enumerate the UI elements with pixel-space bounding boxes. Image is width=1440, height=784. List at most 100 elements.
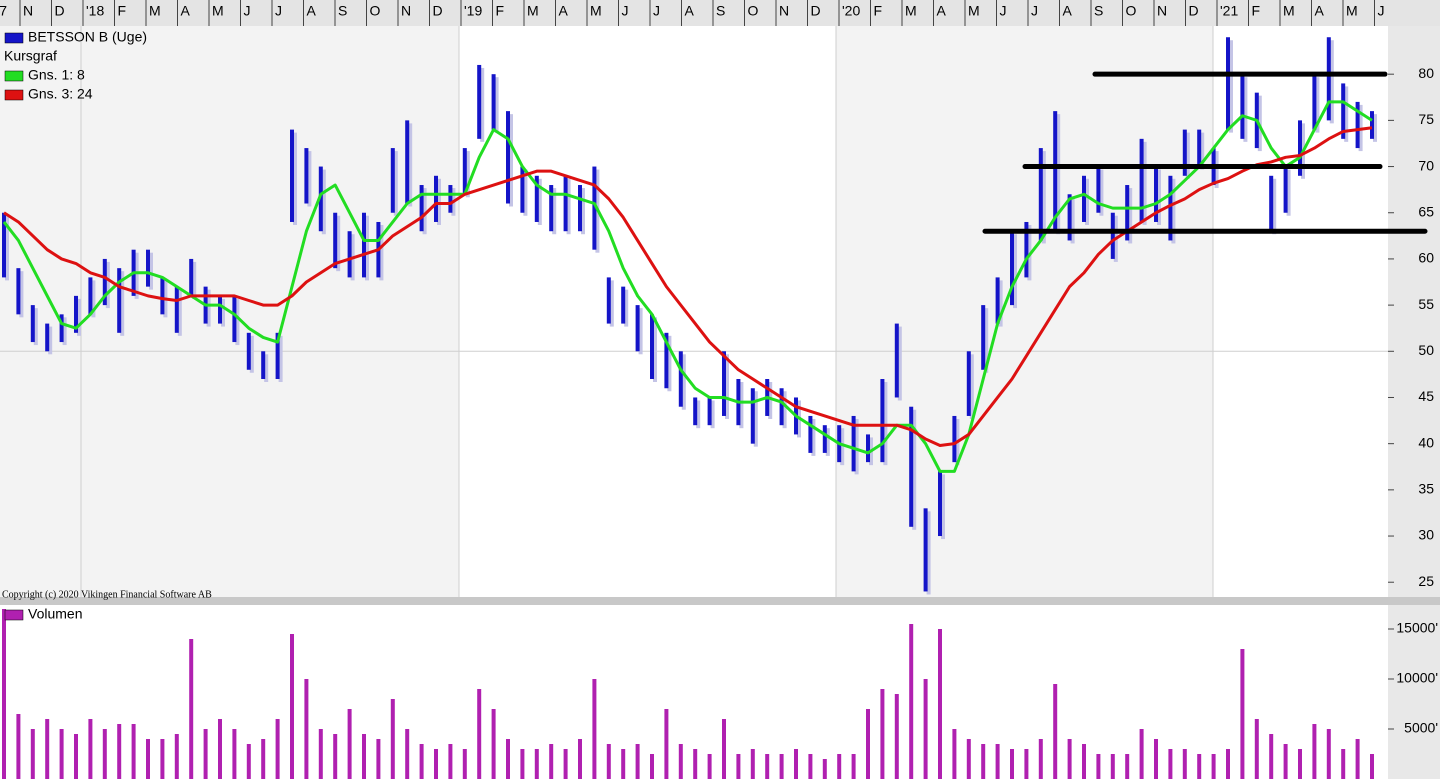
legend-swatch bbox=[4, 89, 24, 101]
x-tick-label: M bbox=[968, 3, 980, 19]
x-tick-label: A bbox=[307, 3, 317, 19]
volume-bar bbox=[534, 749, 539, 779]
volume-bar bbox=[1024, 749, 1029, 779]
band bbox=[459, 26, 836, 597]
hilo-bar bbox=[2, 212, 6, 278]
y-tick-label: 40 bbox=[1418, 434, 1434, 450]
hilo-bar bbox=[923, 508, 928, 592]
bar-shadow bbox=[998, 280, 1003, 327]
volume-bar bbox=[1110, 754, 1115, 779]
bar-shadow bbox=[566, 178, 571, 235]
hilo-bar bbox=[1370, 111, 1374, 139]
x-tick-label: J bbox=[1000, 3, 1007, 19]
hilo-bar bbox=[1226, 37, 1230, 130]
x-tick-label: D bbox=[433, 3, 443, 19]
x-tick-label: '18 bbox=[86, 3, 104, 19]
hilo-bar bbox=[434, 175, 438, 222]
bar-shadow bbox=[120, 271, 125, 336]
volume-bar bbox=[779, 754, 784, 779]
volume-bar bbox=[1341, 749, 1346, 779]
x-tick-label: D bbox=[811, 3, 821, 19]
y-tick-label: 70 bbox=[1418, 157, 1434, 173]
bar-shadow bbox=[912, 409, 917, 530]
bar-shadow bbox=[854, 418, 859, 475]
bar-shadow bbox=[1013, 234, 1017, 309]
volume-bar bbox=[131, 724, 136, 779]
hilo-bar bbox=[1024, 221, 1029, 278]
hilo-bar bbox=[261, 351, 266, 380]
hilo-bar bbox=[563, 175, 568, 232]
bar-shadow bbox=[365, 215, 369, 281]
hilo-bar bbox=[851, 415, 856, 472]
volume-bar bbox=[837, 754, 842, 779]
bar-shadow bbox=[48, 326, 53, 355]
bar-shadow bbox=[811, 418, 816, 456]
bar-shadow bbox=[537, 178, 542, 225]
legend-label: BETSSON B (Uge) bbox=[28, 29, 147, 45]
volume-bar bbox=[938, 629, 942, 779]
bar-shadow bbox=[768, 382, 773, 419]
volume-bar bbox=[146, 739, 150, 779]
bar-shadow bbox=[509, 114, 513, 207]
hilo-bar bbox=[491, 74, 496, 130]
volume-bar bbox=[477, 689, 482, 779]
volume-bar bbox=[390, 699, 395, 779]
hilo-bar bbox=[390, 148, 395, 213]
bar-shadow bbox=[1157, 169, 1161, 225]
hilo-bar bbox=[1182, 129, 1187, 176]
volume-bar bbox=[117, 724, 122, 779]
bar-shadow bbox=[33, 308, 38, 346]
hilo-bar bbox=[1010, 231, 1014, 306]
x-tick-label: A bbox=[181, 3, 191, 19]
x-tick-label: S bbox=[1094, 3, 1103, 19]
x-tick-label: O bbox=[370, 3, 381, 19]
hilo-bar bbox=[650, 314, 654, 380]
bar-shadow bbox=[681, 354, 686, 410]
hilo-bar bbox=[664, 332, 669, 389]
x-tick-label: '19 bbox=[464, 3, 482, 19]
volume-bar bbox=[1096, 754, 1101, 779]
bar-shadow bbox=[1070, 197, 1075, 244]
bar-shadow bbox=[840, 428, 845, 466]
volume-bar bbox=[362, 734, 366, 779]
y-tick-label: 5000' bbox=[1404, 720, 1438, 736]
hilo-bar bbox=[534, 175, 539, 222]
hilo-bar bbox=[246, 332, 251, 370]
x-tick-label: A bbox=[1315, 3, 1325, 19]
bar-shadow bbox=[1171, 178, 1176, 244]
y-tick-label: 15000' bbox=[1396, 620, 1438, 636]
volume-bar bbox=[1226, 749, 1230, 779]
bar-shadow bbox=[638, 308, 643, 355]
hilo-bar bbox=[995, 277, 1000, 324]
bar-shadow bbox=[19, 271, 24, 318]
hilo-bar bbox=[909, 406, 914, 527]
volume-bar bbox=[88, 719, 93, 779]
bar-shadow bbox=[192, 261, 197, 299]
bar-shadow bbox=[422, 188, 427, 235]
y-tick-label: 75 bbox=[1418, 111, 1434, 127]
volume-bar bbox=[189, 639, 194, 779]
bar-shadow bbox=[782, 391, 787, 429]
bar-shadow bbox=[1185, 132, 1190, 179]
volume-bar bbox=[722, 719, 726, 779]
bar-shadow bbox=[1041, 151, 1046, 244]
hilo-bar bbox=[1298, 120, 1302, 176]
volume-bar bbox=[45, 719, 50, 779]
volume-bar bbox=[376, 739, 381, 779]
volume-bar bbox=[1139, 729, 1144, 779]
hilo-bar bbox=[635, 305, 640, 352]
x-tick-label: M bbox=[1346, 3, 1358, 19]
volume-bar bbox=[693, 749, 698, 779]
bar-shadow bbox=[1373, 114, 1377, 142]
volume-bar bbox=[736, 754, 741, 779]
volume-bar bbox=[347, 709, 352, 779]
volume-bar bbox=[462, 749, 467, 779]
hilo-bar bbox=[981, 305, 986, 370]
volume-bar bbox=[794, 749, 798, 779]
bar-shadow bbox=[1085, 178, 1089, 225]
volume-bar bbox=[650, 754, 654, 779]
volume-bar bbox=[909, 624, 914, 779]
hilo-bar bbox=[592, 166, 597, 250]
